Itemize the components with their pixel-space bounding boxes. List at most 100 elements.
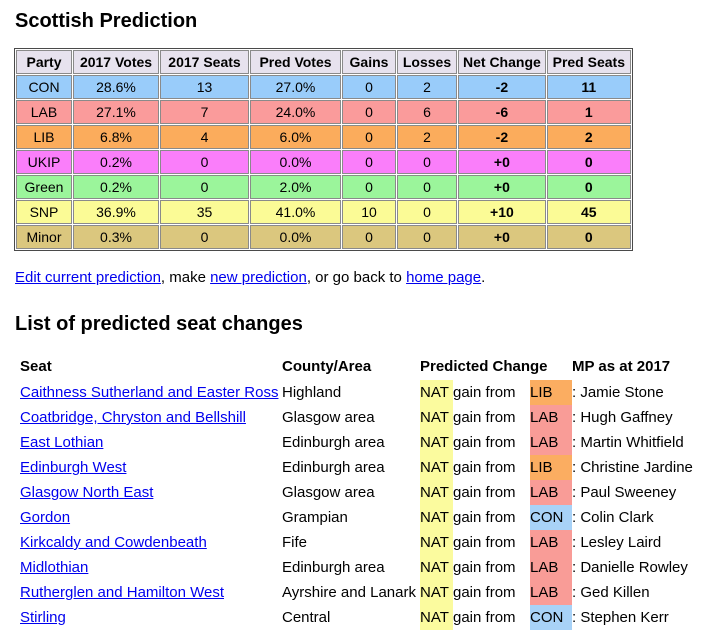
- seat-link[interactable]: Caithness Sutherland and Easter Ross: [20, 384, 279, 401]
- county-cell: Fife: [282, 534, 308, 551]
- county-cell: Edinburgh area: [282, 459, 385, 476]
- losses-cell: 0: [397, 200, 457, 224]
- seats-2017-cell: 13: [160, 75, 249, 99]
- seat-link[interactable]: Kirkcaldy and Cowdenbeath: [20, 534, 207, 551]
- action-links-line: Edit current prediction, make new predic…: [15, 269, 714, 286]
- mp-name: : Ged Killen: [572, 584, 650, 601]
- winner-party-badge: NAT: [420, 455, 453, 480]
- pred-votes-cell: 6.0%: [250, 125, 341, 149]
- column-header-2017-seats: 2017 Seats: [160, 50, 249, 74]
- seat-change-row: Caithness Sutherland and Easter Ross Hig…: [20, 380, 693, 405]
- votes-2017-cell: 0.2%: [73, 150, 159, 174]
- net-change-cell: +10: [458, 200, 546, 224]
- seat-link[interactable]: Glasgow North East: [20, 484, 154, 501]
- pred-votes-cell: 2.0%: [250, 175, 341, 199]
- seat-cell: Gordon: [20, 505, 282, 530]
- seats-2017-cell: 35: [160, 200, 249, 224]
- party-cell: LIB: [16, 125, 72, 149]
- losses-cell: 6: [397, 100, 457, 124]
- seat-change-row: East Lothian Edinburgh area NAT gain fro…: [20, 430, 693, 455]
- seat-link[interactable]: Gordon: [20, 509, 71, 526]
- net-change-cell: +0: [458, 150, 546, 174]
- gains-cell: 0: [342, 75, 396, 99]
- losses-cell: 0: [397, 175, 457, 199]
- net-change-cell: +0: [458, 175, 546, 199]
- gain-from-text: gain from: [453, 459, 516, 476]
- votes-2017-cell: 0.3%: [73, 225, 159, 249]
- seat-change-row: Stirling Central NAT gain from CON : Ste…: [20, 605, 693, 630]
- gains-cell: 10: [342, 200, 396, 224]
- seat-change-row: Kirkcaldy and Cowdenbeath Fife NAT gain …: [20, 530, 693, 555]
- seat-change-row: Glasgow North East Glasgow area NAT gain…: [20, 480, 693, 505]
- county-cell: Highland: [282, 384, 342, 401]
- seats-2017-cell: 4: [160, 125, 249, 149]
- column-header-pred-seats: Pred Seats: [546, 50, 631, 74]
- winner-party-badge: NAT: [420, 480, 453, 505]
- seat-link[interactable]: East Lothian: [20, 434, 104, 451]
- party-cell: CON: [16, 75, 72, 99]
- column-header-predicted-change: Predicted Change: [420, 357, 548, 375]
- mp-name: : Martin Whitfield: [572, 434, 684, 451]
- loser-party-badge: CON: [530, 505, 572, 530]
- seat-cell: Glasgow North East: [20, 480, 282, 505]
- gain-from-text: gain from: [453, 409, 516, 426]
- prediction-row-ukip: UKIP 0.2% 0 0.0% 0 0 +0 0: [16, 150, 631, 174]
- loser-party-badge: LAB: [530, 480, 572, 505]
- county-cell: Central: [282, 609, 331, 626]
- pred-seats-cell: 2: [546, 125, 631, 149]
- seat-link[interactable]: Coatbridge, Chryston and Bellshill: [20, 409, 246, 426]
- winner-party-badge: NAT: [420, 580, 453, 605]
- links-separator: , make: [160, 269, 211, 286]
- column-header-net-change: Net Change: [458, 50, 546, 74]
- votes-2017-cell: 0.2%: [73, 175, 159, 199]
- party-cell: UKIP: [16, 150, 72, 174]
- winner-party-badge: NAT: [420, 405, 453, 430]
- column-header-county: County/Area: [282, 357, 372, 375]
- seat-cell: Rutherglen and Hamilton West: [20, 580, 282, 605]
- column-header-losses: Losses: [397, 50, 457, 74]
- seats-2017-cell: 0: [160, 225, 249, 249]
- mp-name: : Hugh Gaffney: [572, 409, 673, 426]
- pred-votes-cell: 24.0%: [250, 100, 341, 124]
- edit-current-prediction-link[interactable]: Edit current prediction: [15, 269, 161, 286]
- links-separator: , or go back to: [306, 269, 407, 286]
- gain-from-text: gain from: [453, 509, 516, 526]
- county-cell: Grampian: [282, 509, 348, 526]
- gains-cell: 0: [342, 100, 396, 124]
- prediction-row-lib: LIB 6.8% 4 6.0% 0 2 -2 2: [16, 125, 631, 149]
- column-header-gains: Gains: [342, 50, 396, 74]
- pred-seats-cell: 0: [546, 175, 631, 199]
- new-prediction-link[interactable]: new prediction: [210, 269, 307, 286]
- party-cell: Green: [16, 175, 72, 199]
- column-header-pred-votes: Pred Votes: [250, 50, 341, 74]
- seat-link[interactable]: Midlothian: [20, 559, 89, 576]
- prediction-row-lab: LAB 27.1% 7 24.0% 0 6 -6 1: [16, 100, 631, 124]
- home-page-link[interactable]: home page: [406, 269, 482, 286]
- net-change-cell: -6: [458, 100, 546, 124]
- seat-cell: Stirling: [20, 605, 282, 630]
- seat-link[interactable]: Edinburgh West: [20, 459, 127, 476]
- gains-cell: 0: [342, 125, 396, 149]
- prediction-row-snp: SNP 36.9% 35 41.0% 10 0 +10 45: [16, 200, 631, 224]
- loser-party-badge: LIB: [530, 455, 572, 480]
- loser-party-badge: LAB: [530, 405, 572, 430]
- winner-party-badge: NAT: [420, 505, 453, 530]
- seat-link[interactable]: Stirling: [20, 609, 66, 626]
- losses-cell: 0: [397, 150, 457, 174]
- winner-party-badge: NAT: [420, 430, 453, 455]
- winner-party-badge: NAT: [420, 530, 453, 555]
- gain-from-text: gain from: [453, 484, 516, 501]
- pred-seats-cell: 0: [546, 150, 631, 174]
- party-cell: Minor: [16, 225, 72, 249]
- gains-cell: 0: [342, 150, 396, 174]
- seat-changes-title: List of predicted seat changes: [15, 313, 303, 335]
- county-cell: Edinburgh area: [282, 434, 385, 451]
- seat-link[interactable]: Rutherglen and Hamilton West: [20, 584, 224, 601]
- seats-2017-cell: 0: [160, 175, 249, 199]
- seat-cell: Midlothian: [20, 555, 282, 580]
- gain-from-text: gain from: [453, 584, 516, 601]
- column-header-mp: MP as at 2017: [572, 357, 671, 375]
- prediction-row-green: Green 0.2% 0 2.0% 0 0 +0 0: [16, 175, 631, 199]
- votes-2017-cell: 28.6%: [73, 75, 159, 99]
